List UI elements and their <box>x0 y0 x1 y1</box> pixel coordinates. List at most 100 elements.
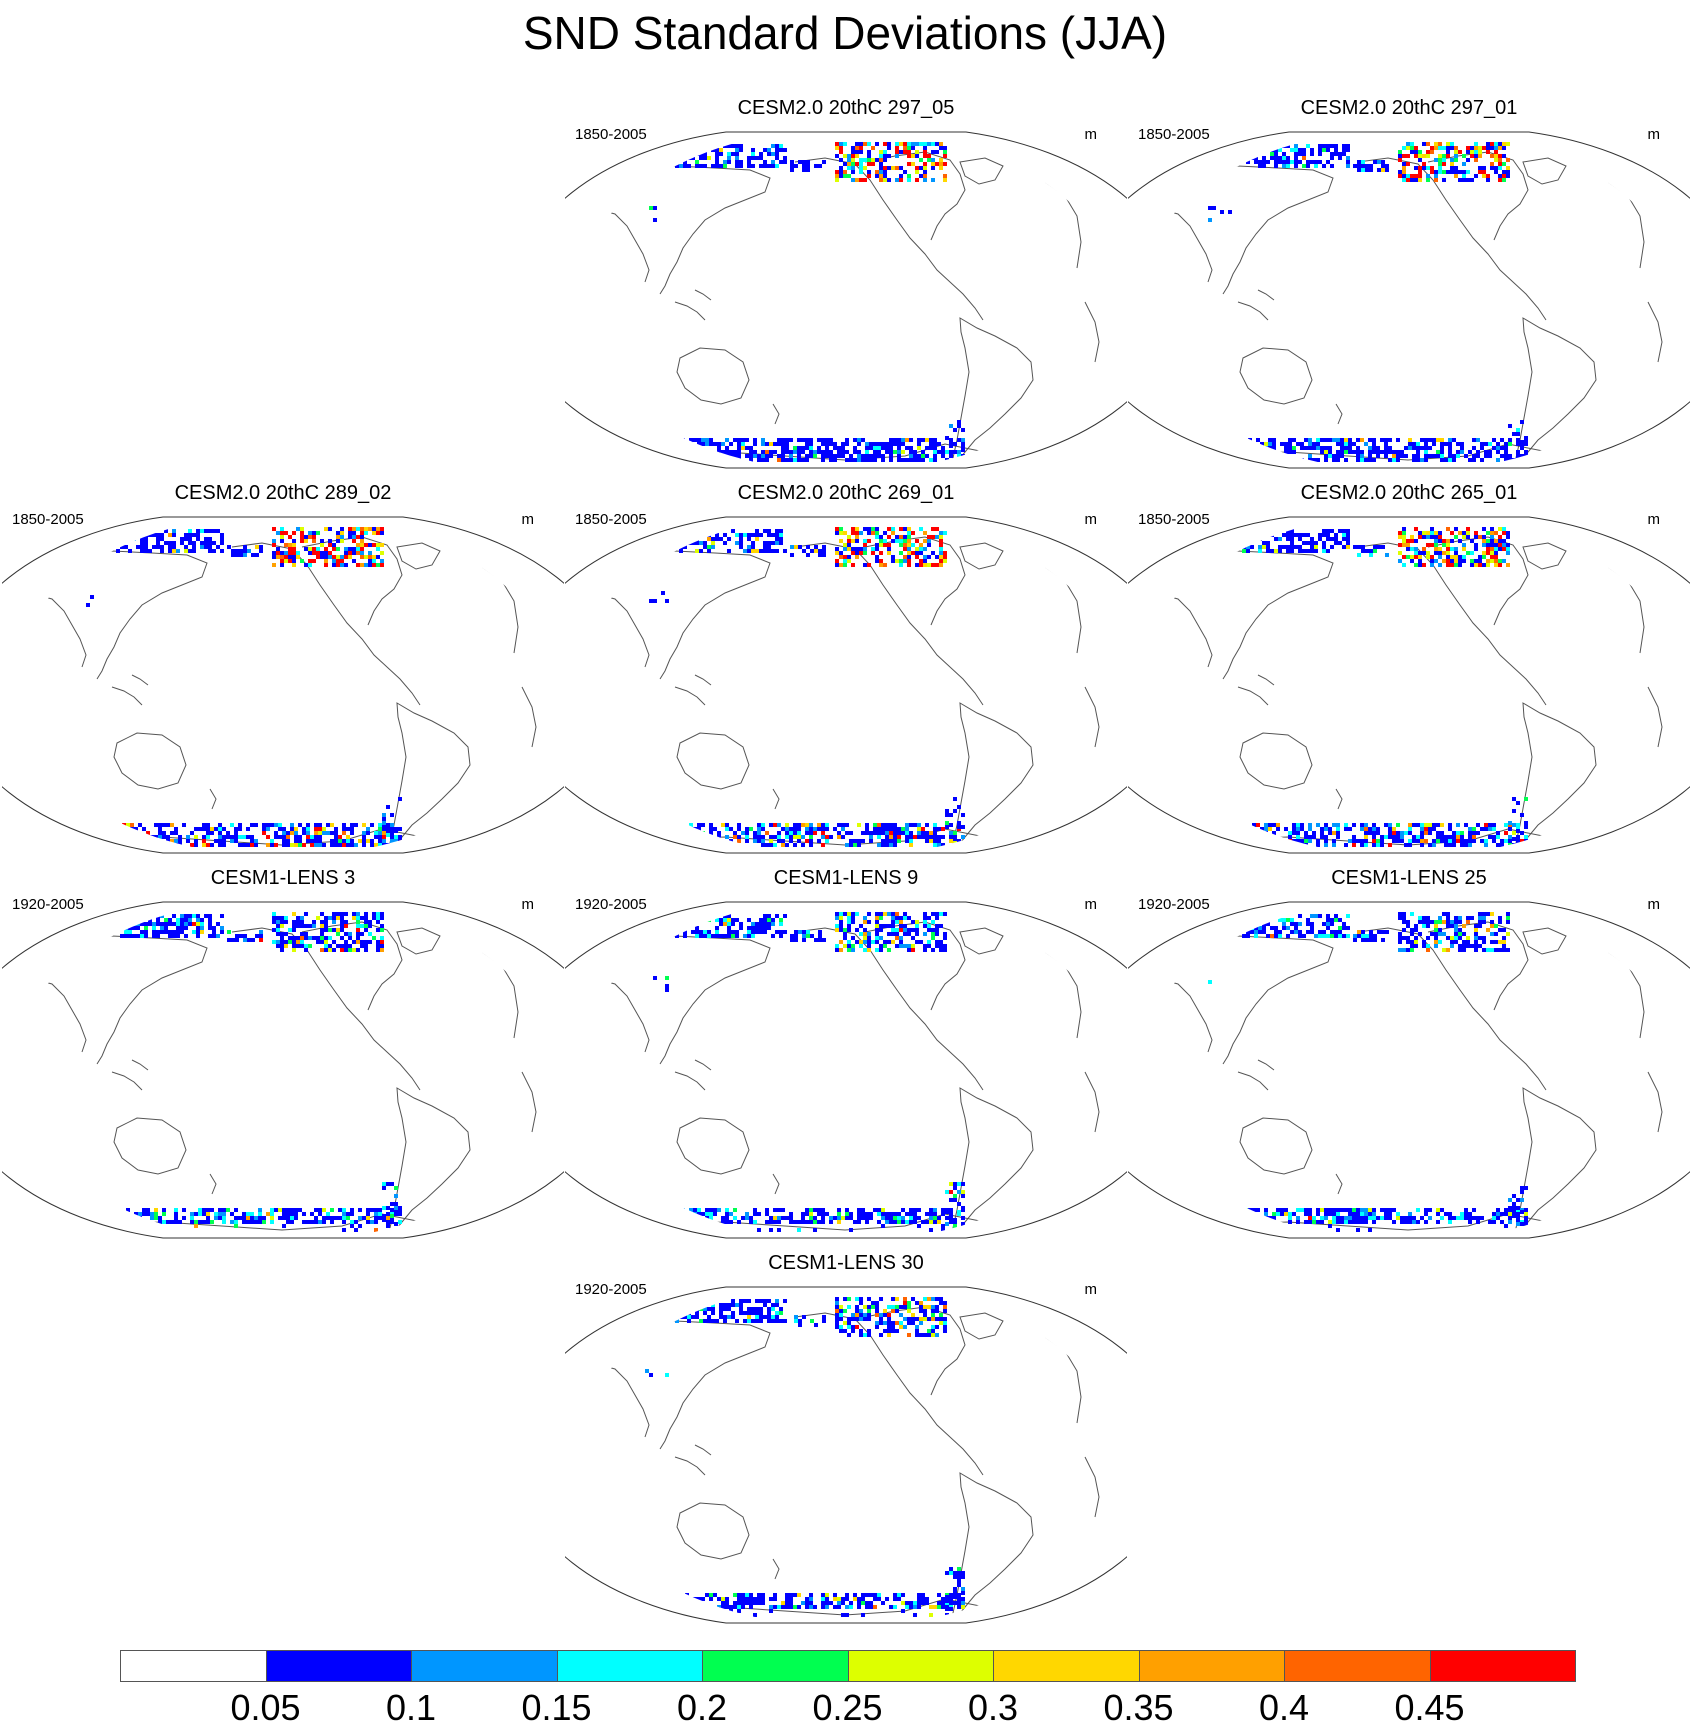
colorbar-box <box>993 1650 1140 1682</box>
panel-years: 1850-2005 <box>1138 126 1210 143</box>
coastline <box>1237 1071 1269 1091</box>
map-panel: CESM2.0 20thC 269_01 1850-2005 m <box>565 481 1127 857</box>
coastline <box>1522 157 1567 185</box>
panel-title: CESM1-LENS 9 <box>773 867 919 889</box>
panel-unit: m <box>1084 1281 1098 1298</box>
colorbar-label: 0.35 <box>1103 1687 1174 1728</box>
coastline <box>604 1320 771 1450</box>
coastline <box>209 788 217 810</box>
snow-cells <box>102 912 402 1232</box>
map-svg <box>1128 901 1690 1239</box>
map-svg <box>1128 131 1690 469</box>
panel-unit: m <box>1647 511 1661 528</box>
panel-years: 1850-2005 <box>575 511 647 528</box>
panel-title: CESM2.0 20thC 269_01 <box>737 482 955 504</box>
map-svg <box>565 131 1127 469</box>
map-border <box>1128 901 1690 1239</box>
map-panel: CESM2.0 20thC 297_05 1850-2005 m <box>565 96 1127 472</box>
coastline <box>1147 594 1213 668</box>
coastline <box>1607 566 1645 654</box>
panel-years: 1850-2005 <box>12 511 84 528</box>
coastline <box>959 157 1004 185</box>
colorbar-box <box>702 1650 849 1682</box>
coastline <box>521 1071 537 1133</box>
panel-unit: m <box>1084 126 1098 143</box>
panel-years: 1920-2005 <box>12 896 84 913</box>
map-border <box>1128 131 1690 469</box>
coastline <box>674 1456 706 1476</box>
coastline <box>21 594 87 668</box>
coastline <box>1607 181 1645 269</box>
coastline <box>21 979 87 1053</box>
coastline <box>674 686 706 706</box>
coastline <box>694 674 712 686</box>
coastline <box>521 686 537 748</box>
map-panel: CESM1-LENS 30 1920-2005 m <box>565 1251 1127 1627</box>
map-panel: CESM2.0 20thC 297_01 1850-2005 m <box>1128 96 1690 472</box>
coastline <box>952 1087 1034 1233</box>
coastline <box>1357 542 1547 706</box>
map-svg <box>565 516 1127 854</box>
colorbar-box <box>411 1650 558 1682</box>
coastline <box>1044 951 1082 1039</box>
coastline <box>1335 788 1343 810</box>
colorbar-label: 0.45 <box>1394 1687 1465 1728</box>
coastline <box>1335 403 1343 425</box>
panel-title: CESM2.0 20thC 289_02 <box>174 482 392 504</box>
coastline <box>1357 927 1547 1091</box>
colorbar-box <box>556 1650 703 1682</box>
coastline <box>1084 1456 1100 1518</box>
map-border <box>565 901 1127 1239</box>
coastline <box>794 542 984 706</box>
coastline <box>694 1444 712 1456</box>
coastline <box>794 1312 984 1476</box>
coastline <box>864 921 966 1011</box>
panel-years: 1920-2005 <box>1138 896 1210 913</box>
panel-unit: m <box>1084 896 1098 913</box>
map-border <box>2 901 564 1239</box>
coastline <box>674 301 706 321</box>
coastline <box>1084 1071 1100 1133</box>
snow-cells <box>1208 142 1528 462</box>
colorbar-box <box>120 1650 267 1682</box>
coastline <box>1044 181 1082 269</box>
coastline <box>959 927 1004 955</box>
coastline <box>1239 732 1313 790</box>
coastline <box>1257 1059 1275 1071</box>
coastline <box>481 566 519 654</box>
coastline <box>676 347 750 405</box>
colorbar-label: 0.2 <box>676 1687 728 1728</box>
coastline <box>584 1364 650 1438</box>
coastline <box>772 1173 780 1195</box>
coastline <box>1237 686 1269 706</box>
coastline <box>676 1117 750 1175</box>
coastline <box>694 1059 712 1071</box>
snow-cells <box>86 527 402 847</box>
coastline <box>1515 702 1597 848</box>
colorbar-label: 0.05 <box>230 1687 301 1728</box>
coastline <box>772 1558 780 1580</box>
snow-cells <box>653 912 965 1232</box>
coastline <box>1044 1336 1082 1424</box>
coastline <box>584 594 650 668</box>
panel-unit: m <box>521 896 535 913</box>
coastline <box>1257 289 1275 301</box>
colorbar-label: 0.4 <box>1258 1687 1310 1728</box>
coastline <box>952 702 1034 848</box>
coastline <box>396 542 441 570</box>
panel-years: 1920-2005 <box>575 896 647 913</box>
snow-cells <box>649 142 965 462</box>
coastline <box>1084 686 1100 748</box>
colorbar-label: 0.3 <box>967 1687 1019 1728</box>
map-panel: CESM2.0 20thC 265_01 1850-2005 m <box>1128 481 1690 857</box>
map-panel: CESM2.0 20thC 289_02 1850-2005 m <box>2 481 564 857</box>
coastline <box>1239 1117 1313 1175</box>
coastline <box>952 317 1034 463</box>
coastline <box>1522 542 1567 570</box>
map-border <box>565 131 1127 469</box>
coastline <box>772 403 780 425</box>
panel-years: 1920-2005 <box>575 1281 647 1298</box>
coastline <box>113 1117 187 1175</box>
coastline <box>772 788 780 810</box>
map-panel: CESM1-LENS 3 1920-2005 m <box>2 866 564 1242</box>
